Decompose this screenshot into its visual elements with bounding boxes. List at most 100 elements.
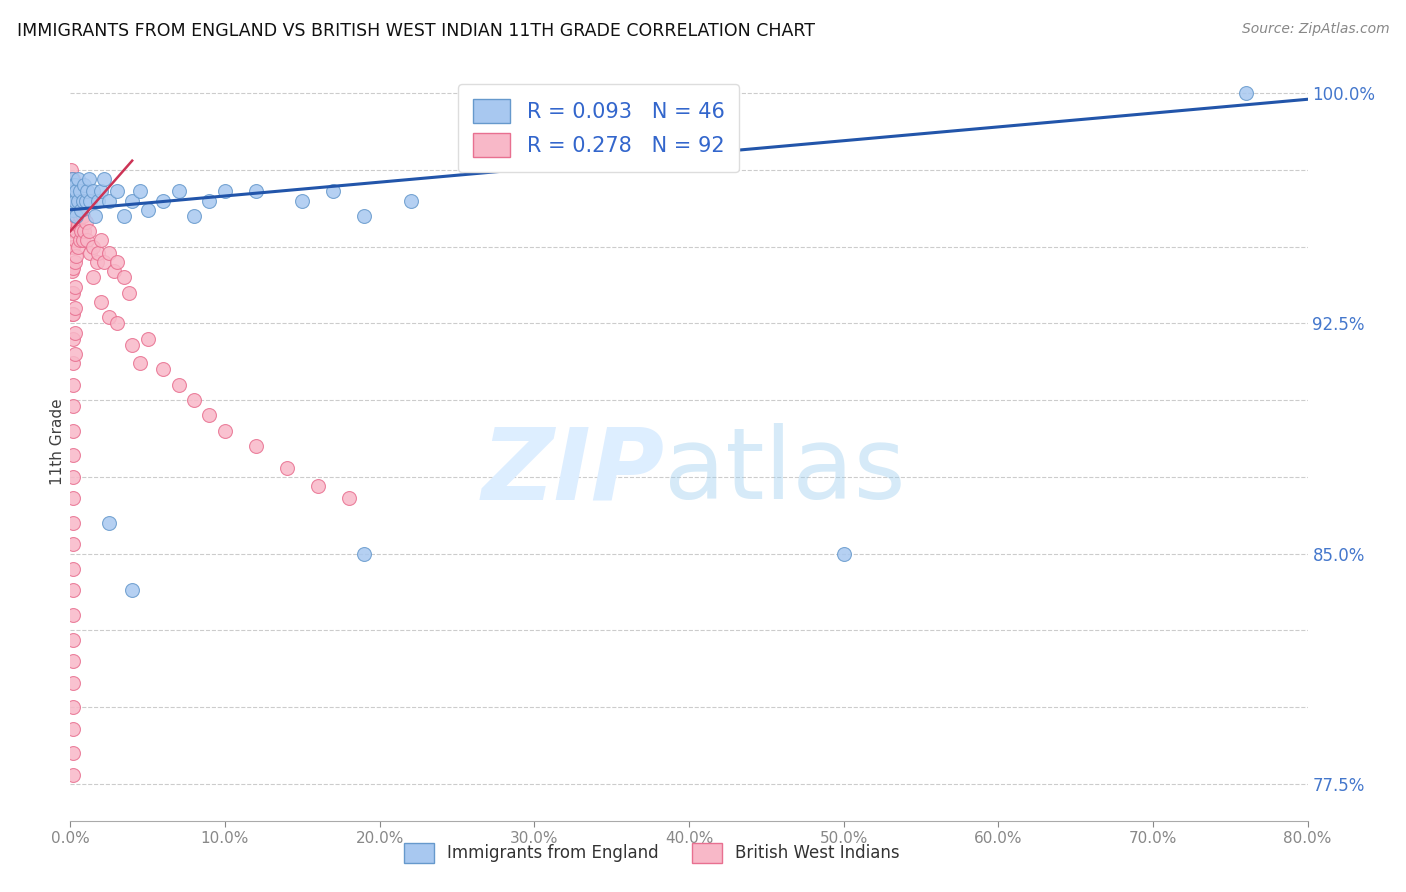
Point xyxy=(75,215,97,229)
Point xyxy=(72,209,94,223)
Point xyxy=(65,202,87,217)
Point xyxy=(59,162,82,177)
Point xyxy=(167,185,190,199)
Point xyxy=(62,285,84,300)
Point xyxy=(90,234,112,248)
Point xyxy=(60,194,83,208)
Point xyxy=(62,332,84,346)
Point xyxy=(121,338,143,352)
Point xyxy=(60,178,83,193)
Point xyxy=(62,424,84,438)
Point xyxy=(69,185,91,199)
Point xyxy=(62,675,84,690)
Point xyxy=(63,255,86,269)
Point xyxy=(82,239,105,253)
Point xyxy=(1234,86,1257,100)
Point xyxy=(62,239,84,253)
Point xyxy=(114,209,135,223)
Point xyxy=(62,562,84,576)
Point xyxy=(69,234,91,248)
Point xyxy=(152,194,174,208)
Point xyxy=(65,209,87,223)
Point xyxy=(60,194,83,208)
Point xyxy=(152,362,174,376)
Point xyxy=(62,178,84,193)
Point xyxy=(62,307,84,321)
Point xyxy=(399,194,422,208)
Point xyxy=(84,209,107,223)
Point xyxy=(69,209,91,223)
Point xyxy=(214,424,236,438)
Point xyxy=(82,270,105,285)
Point xyxy=(67,239,90,253)
Point xyxy=(353,547,375,561)
Point xyxy=(183,209,205,223)
Point xyxy=(60,239,83,253)
Point xyxy=(63,234,86,248)
Point xyxy=(62,700,84,714)
Point xyxy=(98,310,120,325)
Point xyxy=(82,185,105,199)
Point xyxy=(136,202,159,217)
Point xyxy=(77,172,100,186)
Point xyxy=(353,209,375,223)
Point xyxy=(62,224,84,238)
Point xyxy=(90,294,112,309)
Text: Source: ZipAtlas.com: Source: ZipAtlas.com xyxy=(1241,22,1389,37)
Point xyxy=(62,491,84,506)
Point xyxy=(87,194,110,208)
Point xyxy=(832,547,855,561)
Point xyxy=(129,185,152,199)
Point xyxy=(214,185,236,199)
Point xyxy=(63,209,86,223)
Point xyxy=(79,194,101,208)
Point xyxy=(121,583,143,598)
Point xyxy=(72,194,94,208)
Point xyxy=(60,215,83,229)
Point xyxy=(105,317,128,331)
Point xyxy=(98,516,120,530)
Point xyxy=(118,285,141,300)
Point xyxy=(291,194,314,208)
Point xyxy=(63,326,86,340)
Point xyxy=(98,245,120,260)
Point xyxy=(121,194,143,208)
Point xyxy=(63,185,86,199)
Point xyxy=(90,185,112,199)
Point xyxy=(65,224,87,238)
Point xyxy=(93,172,115,186)
Point xyxy=(76,185,98,199)
Point xyxy=(62,516,84,530)
Point xyxy=(62,722,84,736)
Point xyxy=(67,218,90,232)
Point xyxy=(70,202,93,217)
Point xyxy=(86,255,108,269)
Point xyxy=(70,224,93,238)
Point xyxy=(62,448,84,462)
Point xyxy=(62,607,84,622)
Point xyxy=(103,264,125,278)
Point xyxy=(98,194,120,208)
Point xyxy=(167,377,190,392)
Text: atlas: atlas xyxy=(664,424,905,520)
Legend: Immigrants from England, British West Indians: Immigrants from England, British West In… xyxy=(396,837,907,869)
Point xyxy=(76,234,98,248)
Point xyxy=(60,185,83,199)
Point xyxy=(245,439,267,453)
Point xyxy=(62,377,84,392)
Point xyxy=(62,215,84,229)
Point xyxy=(129,356,152,370)
Point xyxy=(73,224,96,238)
Point xyxy=(67,194,90,208)
Point xyxy=(60,194,83,208)
Point xyxy=(63,279,86,293)
Point xyxy=(62,202,84,217)
Point xyxy=(62,767,84,781)
Point xyxy=(63,178,86,193)
Point xyxy=(62,537,84,551)
Point xyxy=(62,185,84,199)
Point xyxy=(93,255,115,269)
Point xyxy=(63,347,86,361)
Point xyxy=(72,234,94,248)
Point xyxy=(67,194,90,208)
